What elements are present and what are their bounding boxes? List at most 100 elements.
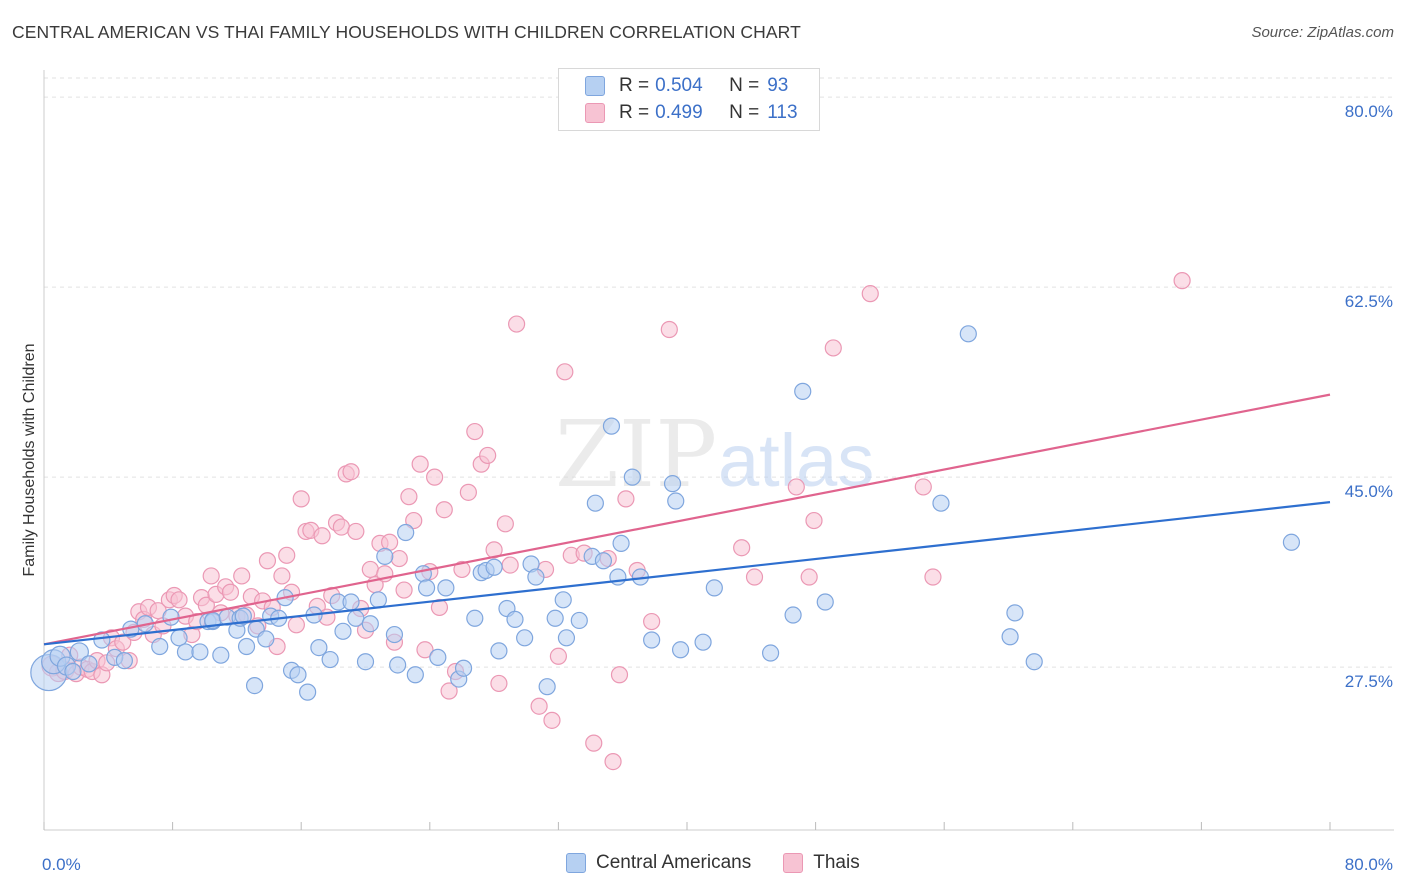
thai-point: [745, 568, 764, 586]
central-american-point: [299, 683, 317, 701]
central-american-point: [609, 568, 627, 586]
central-american-point: [612, 534, 630, 552]
central-american-point: [347, 609, 365, 627]
legend-n-label: N =: [729, 75, 760, 96]
thai-point: [556, 363, 574, 381]
central-american-point: [437, 579, 455, 597]
thai-point: [479, 446, 497, 465]
central-american-point: [602, 417, 621, 435]
axes: [43, 70, 1394, 831]
central-american-point: [385, 625, 404, 644]
legend-row-thais: R = 0.499 N = 113: [585, 101, 798, 125]
central-american-point: [557, 629, 576, 647]
thai-point: [114, 633, 132, 651]
central-american-point: [546, 609, 564, 627]
bottom-legend-swatch-blue: [566, 853, 586, 873]
bottom-legend-swatch-pink: [783, 853, 804, 873]
thais-points: [41, 272, 1191, 771]
central-american-point: [538, 678, 556, 696]
central-american-point: [389, 656, 407, 674]
legend-r-value: 0.499: [655, 102, 703, 123]
thai-point: [170, 591, 188, 609]
y-tick-label: 45.0%: [1345, 482, 1393, 501]
central-american-point: [694, 633, 712, 651]
central-american-point: [705, 579, 723, 597]
thai-point: [1173, 272, 1191, 290]
legend-n-value: 93: [767, 75, 789, 96]
central-american-point: [516, 629, 534, 647]
thai-point: [800, 568, 818, 586]
chart-title: CENTRAL AMERICAN VS THAI FAMILY HOUSEHOL…: [12, 22, 801, 42]
thai-point: [430, 598, 449, 617]
legend-r-label: R =: [619, 75, 650, 96]
central-american-point: [397, 523, 415, 542]
central-american-point: [361, 615, 379, 633]
thai-point: [405, 511, 423, 530]
central-american-point: [191, 643, 209, 661]
thai-point: [585, 734, 603, 752]
thai-point: [332, 518, 350, 536]
central-american-point: [417, 579, 436, 597]
thai-point: [604, 752, 622, 771]
central-american-point: [245, 676, 264, 695]
bottom-legend: Central Americans Thais: [566, 852, 892, 874]
thai-point: [610, 666, 629, 684]
thai-point: [347, 522, 365, 541]
thai-point: [543, 711, 561, 729]
central-american-point: [761, 644, 780, 662]
central-american-point: [151, 637, 169, 656]
thai-point: [313, 527, 331, 545]
thai-point: [258, 552, 277, 570]
thai-point: [278, 546, 296, 564]
bottom-legend-central-americans[interactable]: Central Americans: [566, 852, 751, 874]
central-american-point: [667, 492, 685, 510]
thais-trend-line: [43, 393, 1331, 646]
thai-point: [805, 511, 823, 530]
thai-point: [660, 320, 678, 339]
thai-point: [453, 560, 471, 579]
y-tick-label: 80.0%: [1345, 102, 1393, 121]
central-american-point: [64, 662, 82, 681]
legend-r-label: R =: [619, 102, 650, 123]
central-american-point: [429, 648, 447, 666]
central-american-point: [237, 637, 256, 656]
central-american-point: [816, 593, 834, 611]
central-american-point: [321, 650, 339, 669]
thai-point: [342, 463, 360, 481]
central-american-point: [959, 325, 977, 343]
thai-point: [459, 483, 477, 501]
y-axis-label: Family Households with Children: [21, 343, 38, 577]
thai-point: [221, 583, 240, 601]
thai-point: [435, 501, 453, 519]
source-credit: Source: ZipAtlas.com: [1251, 24, 1394, 41]
thai-point: [400, 488, 418, 506]
central-american-point: [784, 606, 802, 624]
thai-point: [733, 539, 751, 557]
central-american-point: [623, 468, 641, 486]
legend-row-central-americans: R = 0.504 N = 93: [585, 74, 788, 98]
thai-point: [361, 560, 379, 579]
thai-point: [924, 568, 942, 586]
central-american-point: [932, 494, 950, 512]
legend-swatch-blue: [585, 76, 605, 96]
central-american-point: [454, 659, 473, 677]
central-americans-trend-line: [43, 501, 1331, 646]
thai-point: [617, 490, 635, 508]
thai-point: [549, 647, 568, 665]
bottom-legend-thais[interactable]: Thais: [783, 852, 860, 874]
thai-point: [490, 674, 508, 693]
y-tick-label: 27.5%: [1345, 672, 1393, 691]
thai-point: [914, 478, 932, 496]
thai-point: [861, 285, 879, 303]
central-american-point: [671, 641, 690, 659]
thai-point: [390, 549, 408, 568]
central-american-point: [570, 611, 588, 630]
central-american-point: [1001, 628, 1019, 646]
central-american-point: [310, 638, 328, 657]
thai-point: [292, 490, 310, 508]
thai-point: [416, 641, 434, 659]
central-american-point: [369, 591, 387, 609]
thai-point: [273, 567, 291, 585]
central-american-point: [176, 643, 195, 661]
